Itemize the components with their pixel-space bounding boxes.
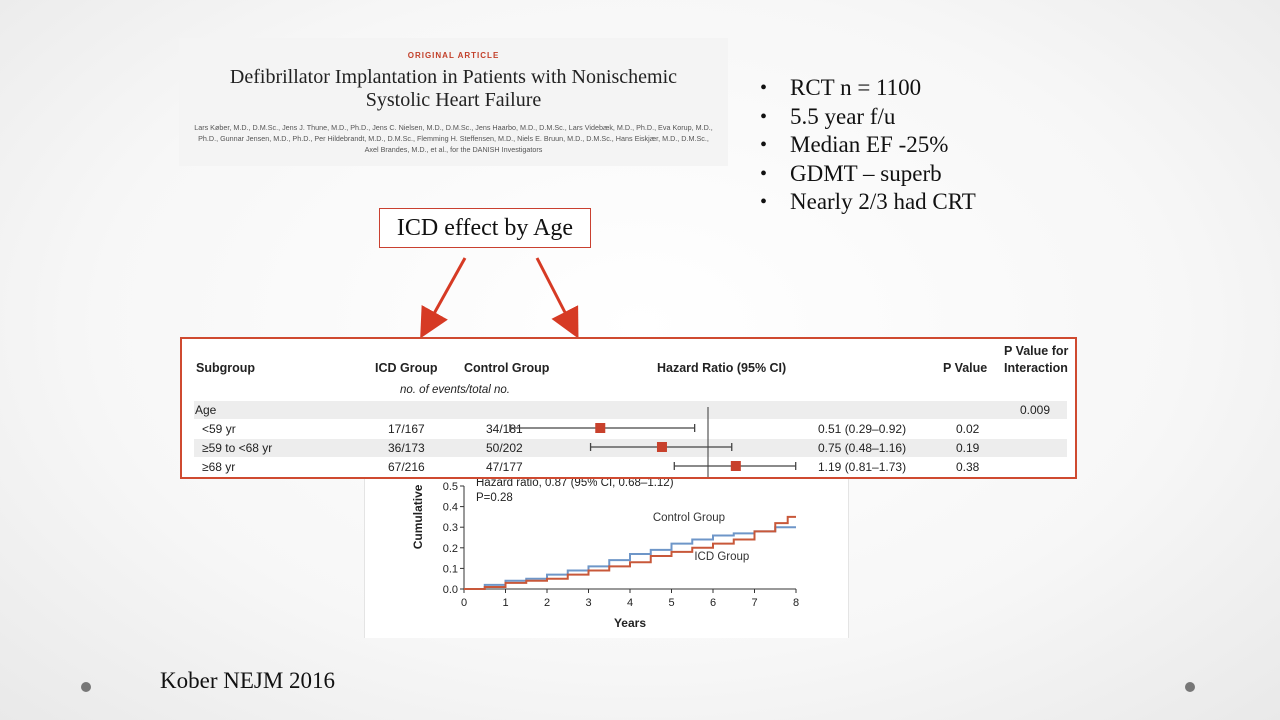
row-icd: 67/216 <box>388 460 425 474</box>
bullet-item: GDMT – superb <box>760 160 976 189</box>
km-x-tick-label: 6 <box>710 597 716 609</box>
km-x-tick-label: 2 <box>544 597 550 609</box>
km-x-tick-label: 8 <box>793 597 799 609</box>
km-series-line <box>464 515 796 590</box>
bullet-item: 5.5 year f/u <box>760 103 976 132</box>
forest-plot-table: Subgroup ICD Group Control Group Hazard … <box>180 337 1077 479</box>
article-authors: Lars Køber, M.D., D.M.Sc., Jens J. Thune… <box>194 123 713 154</box>
nav-dot-left <box>81 682 91 692</box>
km-x-tick-label: 1 <box>502 597 508 609</box>
header-pint-1: P Value for <box>1004 344 1069 358</box>
km-chart-card: 0.0 0.1 0.2 0.3 0.4 0.5 0 1 2 3 4 5 6 7 8 Years Cumulati… <box>364 470 849 638</box>
forest-hr-point <box>595 423 606 433</box>
row-control: 50/202 <box>486 441 523 455</box>
row-p: 0.19 <box>956 441 980 455</box>
forest-marks <box>509 407 797 477</box>
bullet-item: RCT n = 1100 <box>760 74 976 103</box>
km-control-label: Control Group <box>653 512 725 524</box>
row-p: 0.38 <box>956 460 980 474</box>
km-icd-label: ICD Group <box>694 551 749 563</box>
km-x-tick-label: 7 <box>751 597 757 609</box>
header-subnote: no. of events/total no. <box>400 384 510 396</box>
km-x-tick-label: 0 <box>461 597 467 609</box>
row-icd: 17/167 <box>388 422 425 436</box>
km-y-tick-label: 0.0 <box>443 584 458 596</box>
nav-dot-right <box>1185 682 1195 692</box>
bullet-item: Nearly 2/3 had CRT <box>760 188 976 217</box>
forest-hr-point <box>730 461 741 471</box>
row-p: 0.02 <box>956 422 980 436</box>
km-y-tick-label: 0.1 <box>443 563 458 575</box>
km-pvalue: P=0.28 <box>476 492 513 504</box>
header-pint-2: Interaction <box>1004 361 1068 375</box>
arrow-left <box>420 257 467 339</box>
row-icd: 36/173 <box>388 441 425 455</box>
row-control: 34/181 <box>486 422 523 436</box>
row-label: <59 yr <box>202 422 236 436</box>
km-chart: 0.0 0.1 0.2 0.3 0.4 0.5 0 1 2 3 4 5 6 7 8 Years Cumulati… <box>411 477 799 630</box>
km-y-tick-label: 0.4 <box>443 502 458 514</box>
km-x-tick-label: 3 <box>585 597 591 609</box>
row-hr-text: 0.75 (0.48–1.16) <box>818 441 907 455</box>
article-title: Defibrillator Implantation in Patients w… <box>229 66 678 111</box>
bullet-list: RCT n = 1100 5.5 year f/u Median EF -25%… <box>760 74 976 217</box>
group-label: Age <box>195 403 217 417</box>
row-band <box>194 439 1067 457</box>
km-x-tick-label: 5 <box>668 597 674 609</box>
km-y-tick-label: 0.2 <box>443 543 458 555</box>
header-icd: ICD Group <box>375 361 438 375</box>
row-label: ≥68 yr <box>202 460 236 474</box>
row-control: 47/177 <box>486 460 523 474</box>
p-interaction: 0.009 <box>1020 403 1051 417</box>
header-hr: Hazard Ratio (95% CI) <box>657 361 787 375</box>
header-p: P Value <box>943 361 988 375</box>
citation: Kober NEJM 2016 <box>160 668 336 693</box>
km-x-label: Years <box>614 616 646 630</box>
km-y-label: Cumulative <box>411 484 425 549</box>
km-y-tick-label: 0.5 <box>443 481 458 493</box>
km-annotation: Hazard ratio, 0.87 (95% CI, 0.68–1.12) <box>476 477 674 489</box>
km-y-tick-label: 0.3 <box>443 522 458 534</box>
bullet-item: Median EF -25% <box>760 131 976 160</box>
row-hr-text: 1.19 (0.81–1.73) <box>818 460 907 474</box>
forest-hr-point <box>656 442 667 452</box>
header-control: Control Group <box>464 361 550 375</box>
km-x-tick-label: 4 <box>627 597 633 609</box>
row-hr-text: 0.51 (0.29–0.92) <box>818 422 907 436</box>
callout-box: ICD effect by Age <box>379 208 591 248</box>
article-header: ORIGINAL ARTICLE Defibrillator Implantat… <box>179 38 728 166</box>
article-kicker: ORIGINAL ARTICLE <box>407 51 500 60</box>
arrow-right <box>535 257 579 339</box>
row-band <box>194 401 1067 419</box>
header-subgroup: Subgroup <box>196 361 256 375</box>
row-label: ≥59 to <68 yr <box>202 441 273 455</box>
